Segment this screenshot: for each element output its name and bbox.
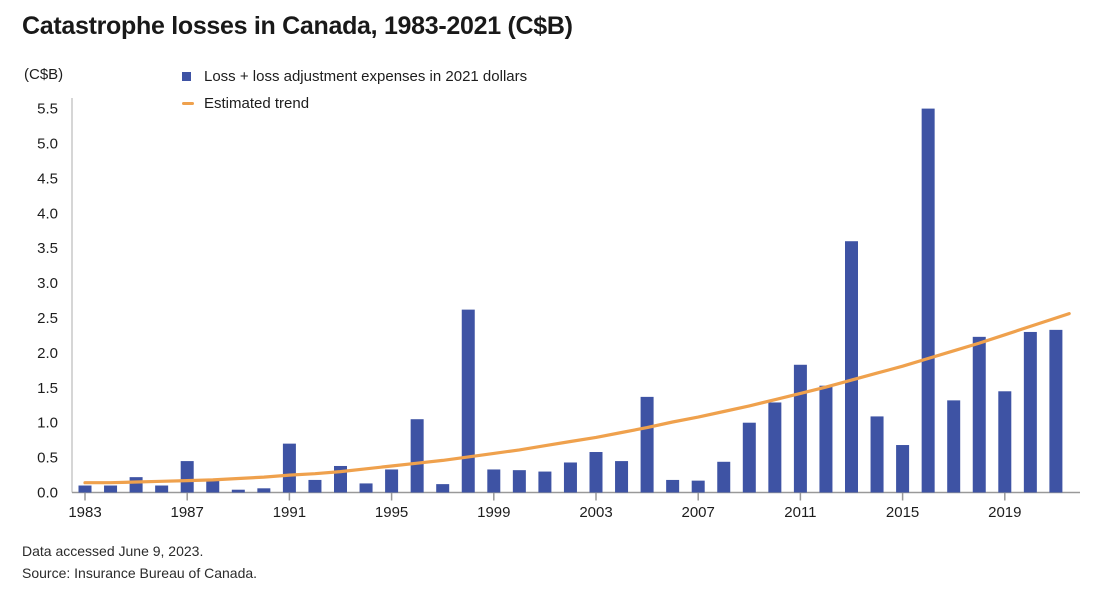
bar-2002 xyxy=(563,462,577,493)
bar-2009 xyxy=(742,422,756,493)
footer-notes: Data accessed June 9, 2023. Source: Insu… xyxy=(22,540,257,584)
bar-1986 xyxy=(155,485,169,493)
bar-1987 xyxy=(180,461,194,493)
bar-2007 xyxy=(691,480,705,493)
bar-1991 xyxy=(282,443,296,493)
bar-1997 xyxy=(436,484,450,493)
bar-2013 xyxy=(845,241,858,493)
y-tick-label-3.0: 3.0 xyxy=(37,275,58,292)
bar-2018 xyxy=(972,336,986,493)
bar-1984 xyxy=(104,485,118,493)
x-tick-label-2003: 2003 xyxy=(579,504,612,521)
x-tick-label-2011: 2011 xyxy=(784,504,816,521)
trend-series-swatch-icon xyxy=(182,101,194,105)
bar-1988 xyxy=(206,479,220,493)
bar-series-swatch-icon xyxy=(182,71,191,81)
y-tick-label-1.5: 1.5 xyxy=(37,380,58,397)
trend-line xyxy=(83,312,1071,485)
legend-label-trend: Estimated trend xyxy=(204,94,310,112)
legend: Loss + loss adjustment expenses in 2021 … xyxy=(182,65,527,114)
bar-1992 xyxy=(308,479,322,493)
y-tick-label-5.0: 5.0 xyxy=(37,136,58,153)
bar-1994 xyxy=(359,483,373,493)
bar-2016 xyxy=(921,108,935,493)
bar-2014 xyxy=(870,416,884,493)
y-tick-label-0.5: 0.5 xyxy=(37,450,58,467)
x-tick-label-2019: 2019 xyxy=(988,504,1021,521)
legend-item-trend: Estimated trend xyxy=(182,92,527,114)
bar-2015 xyxy=(896,445,910,493)
y-tick-label-2.0: 2.0 xyxy=(37,345,58,362)
x-tick-label-1995: 1995 xyxy=(375,504,408,521)
bar-2005 xyxy=(640,396,654,493)
bar-2006 xyxy=(666,479,680,493)
y-tick-label-4.5: 4.5 xyxy=(37,170,58,187)
bar-2011 xyxy=(793,364,807,493)
chart-title: Catastrophe losses in Canada, 1983-2021 … xyxy=(22,12,573,40)
bar-1985 xyxy=(129,477,143,493)
bar-2001 xyxy=(538,471,552,493)
x-tick-label-1991: 1991 xyxy=(273,504,306,521)
bar-1983 xyxy=(78,485,92,493)
y-axis-unit-label: (C$B) xyxy=(24,66,64,83)
x-tick-label-1987: 1987 xyxy=(171,504,204,521)
bar-2010 xyxy=(768,402,782,493)
footer-source-line: Source: Insurance Bureau of Canada. xyxy=(22,565,258,581)
legend-label-bars: Loss + loss adjustment expenses in 2021 … xyxy=(204,67,528,85)
bar-2017 xyxy=(947,400,961,493)
bar-2008 xyxy=(717,461,731,493)
bar-2020 xyxy=(1023,331,1037,493)
y-tick-label-0.0: 0.0 xyxy=(37,485,58,502)
y-tick-label-2.5: 2.5 xyxy=(37,310,58,327)
bar-1996 xyxy=(410,419,424,493)
bar-1998 xyxy=(461,309,475,493)
x-tick-label-2007: 2007 xyxy=(682,504,715,521)
y-tick-label-4.0: 4.0 xyxy=(37,205,58,222)
x-tick-label-2015: 2015 xyxy=(886,504,919,521)
legend-item-bars: Loss + loss adjustment expenses in 2021 … xyxy=(182,65,527,87)
bar-2021 xyxy=(1049,329,1063,493)
x-tick-label-1999: 1999 xyxy=(477,504,510,521)
x-tick-label-1983: 1983 xyxy=(68,504,101,521)
bar-2019 xyxy=(998,391,1012,493)
y-tick-label-3.5: 3.5 xyxy=(37,240,58,257)
bar-1999 xyxy=(487,469,501,493)
bar-1990 xyxy=(257,488,271,493)
y-tick-label-1.0: 1.0 xyxy=(37,415,58,432)
bar-2003 xyxy=(589,452,603,493)
bar-1995 xyxy=(385,469,399,493)
y-tick-label-5.5: 5.5 xyxy=(37,101,58,118)
bar-1989 xyxy=(231,489,245,493)
bar-2012 xyxy=(819,385,833,493)
bar-2000 xyxy=(512,470,526,493)
footer-accessed-line: Data accessed June 9, 2023. xyxy=(22,543,204,559)
bar-2004 xyxy=(615,461,629,493)
